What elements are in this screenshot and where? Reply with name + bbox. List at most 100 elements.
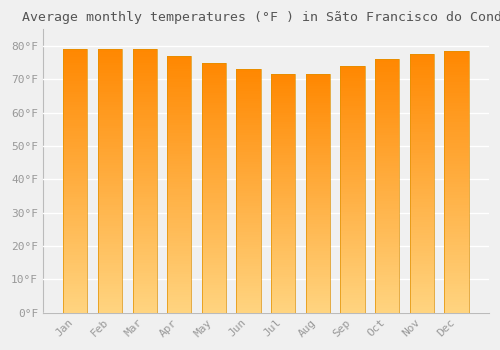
Bar — [444, 156, 468, 158]
Bar — [375, 234, 400, 237]
Bar — [202, 148, 226, 150]
Bar — [410, 217, 434, 220]
Bar — [306, 277, 330, 279]
Bar — [375, 97, 400, 100]
Bar — [202, 163, 226, 165]
Bar — [340, 175, 364, 177]
Bar — [236, 203, 260, 205]
Bar — [271, 146, 295, 148]
Bar — [271, 239, 295, 241]
Bar — [236, 245, 260, 247]
Bar — [340, 147, 364, 150]
Bar — [132, 184, 157, 186]
Bar — [410, 78, 434, 80]
Bar — [236, 157, 260, 159]
Bar — [236, 164, 260, 167]
Bar — [340, 76, 364, 78]
Bar — [444, 224, 468, 226]
Bar — [340, 74, 364, 76]
Bar — [375, 237, 400, 239]
Bar — [63, 81, 88, 84]
Bar — [132, 136, 157, 139]
Bar — [271, 84, 295, 86]
Bar — [236, 186, 260, 189]
Bar — [202, 262, 226, 265]
Bar — [63, 257, 88, 260]
Bar — [340, 91, 364, 93]
Bar — [167, 182, 192, 184]
Bar — [306, 172, 330, 174]
Bar — [132, 94, 157, 97]
Bar — [306, 108, 330, 110]
Bar — [271, 91, 295, 93]
Bar — [167, 177, 192, 179]
Bar — [306, 308, 330, 310]
Bar — [271, 103, 295, 105]
Bar — [202, 150, 226, 153]
Bar — [132, 212, 157, 215]
Bar — [271, 98, 295, 101]
Bar — [444, 62, 468, 64]
Bar — [167, 220, 192, 223]
Bar — [98, 120, 122, 123]
Bar — [132, 160, 157, 163]
Bar — [410, 127, 434, 129]
Bar — [63, 273, 88, 276]
Bar — [63, 57, 88, 60]
Bar — [63, 218, 88, 220]
Bar — [98, 118, 122, 120]
Bar — [98, 170, 122, 173]
Bar — [306, 89, 330, 91]
Bar — [236, 257, 260, 259]
Bar — [98, 73, 122, 76]
Bar — [271, 203, 295, 205]
Bar — [375, 282, 400, 285]
Bar — [444, 284, 468, 287]
Bar — [63, 234, 88, 236]
Bar — [375, 107, 400, 110]
Bar — [202, 123, 226, 125]
Bar — [63, 236, 88, 239]
Bar — [410, 282, 434, 284]
Bar — [167, 61, 192, 64]
Bar — [410, 204, 434, 207]
Bar — [236, 123, 260, 125]
Bar — [375, 70, 400, 72]
Bar — [132, 247, 157, 250]
Bar — [306, 160, 330, 162]
Bar — [306, 262, 330, 265]
Bar — [375, 262, 400, 265]
Bar — [132, 229, 157, 231]
Bar — [444, 292, 468, 294]
Bar — [167, 238, 192, 241]
Bar — [202, 130, 226, 133]
Bar — [202, 180, 226, 183]
Bar — [444, 266, 468, 268]
Bar — [444, 268, 468, 271]
Bar — [375, 244, 400, 247]
Bar — [202, 145, 226, 148]
Bar — [306, 153, 330, 155]
Bar — [375, 80, 400, 82]
Bar — [444, 200, 468, 203]
Bar — [444, 127, 468, 130]
Bar — [410, 183, 434, 186]
Bar — [236, 225, 260, 228]
Bar — [410, 233, 434, 235]
Bar — [271, 110, 295, 113]
Bar — [63, 147, 88, 149]
Bar — [236, 184, 260, 186]
Bar — [340, 219, 364, 222]
Bar — [306, 98, 330, 101]
Bar — [132, 194, 157, 197]
Bar — [236, 140, 260, 142]
Bar — [132, 165, 157, 168]
Bar — [167, 64, 192, 66]
Bar — [271, 277, 295, 279]
Bar — [98, 271, 122, 273]
Bar — [271, 274, 295, 277]
Bar — [271, 174, 295, 177]
Bar — [340, 165, 364, 167]
Bar — [132, 307, 157, 310]
Bar — [306, 232, 330, 234]
